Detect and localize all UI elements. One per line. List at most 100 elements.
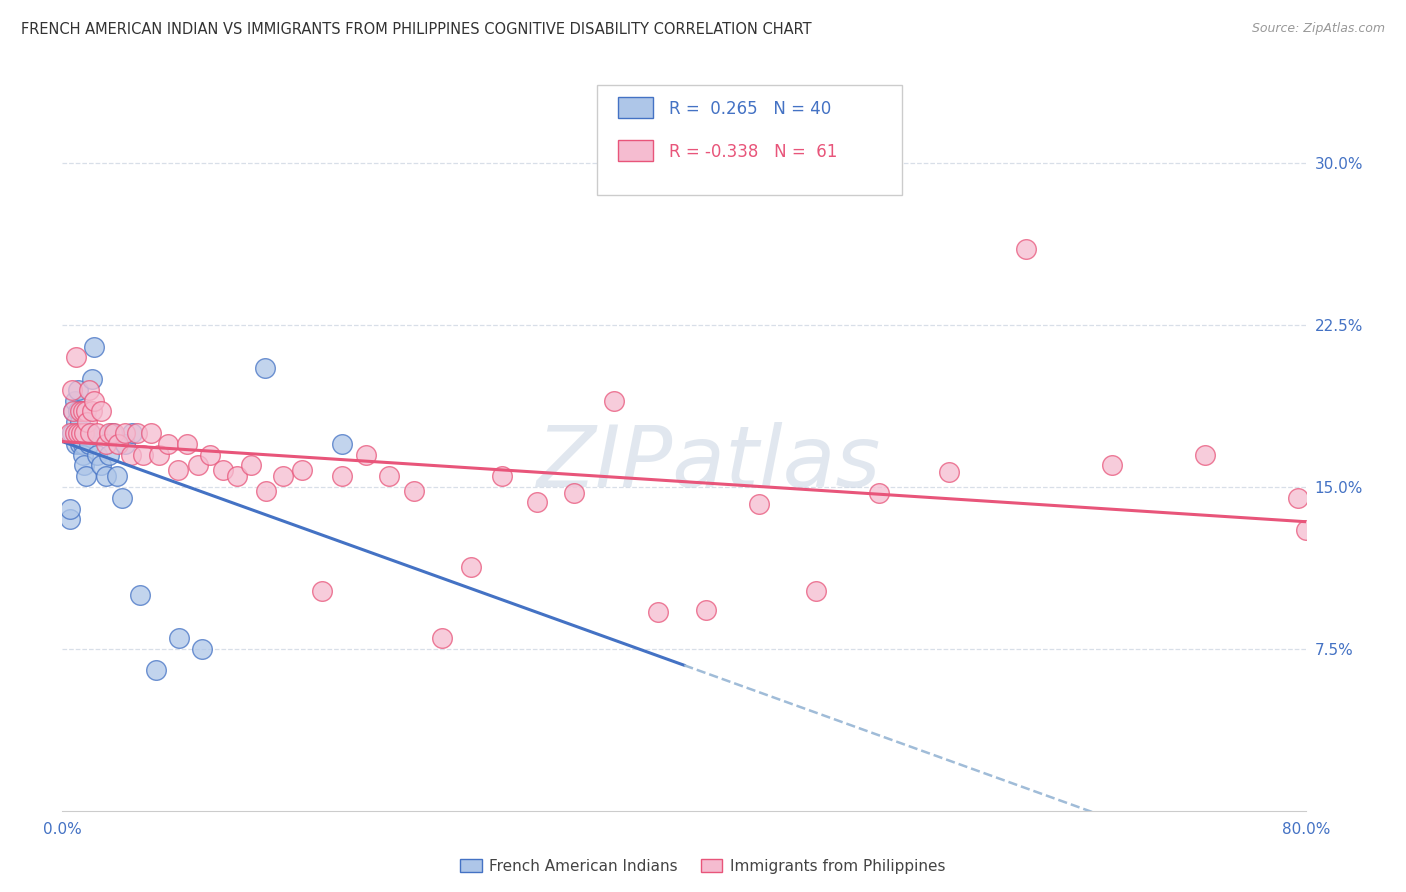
Point [110, 491, 132, 505]
Point [148, 448, 170, 462]
Point [80, 404, 103, 418]
Point [62, 404, 84, 418]
Text: Source: ZipAtlas.com: Source: ZipAtlas.com [1251, 22, 1385, 36]
Point [65, 351, 87, 365]
Point [107, 436, 129, 450]
Point [70, 404, 93, 418]
Bar [619, 140, 654, 161]
Point [59, 425, 82, 440]
Point [806, 583, 828, 598]
Point [460, 559, 482, 574]
Point [69, 436, 91, 450]
Point [253, 361, 276, 376]
Point [254, 484, 277, 499]
Point [562, 486, 585, 500]
Point [67, 425, 90, 440]
Point [1015, 243, 1038, 257]
Point [79, 425, 101, 440]
Point [139, 425, 162, 440]
Point [330, 436, 353, 450]
Point [114, 436, 136, 450]
Point [1101, 458, 1123, 473]
Point [75, 469, 97, 483]
Point [402, 484, 425, 499]
Point [63, 425, 86, 440]
Point [62, 404, 84, 418]
Point [59, 501, 82, 516]
Point [67, 404, 90, 418]
Point [90, 458, 112, 473]
Point [378, 469, 401, 483]
Point [70, 425, 93, 440]
Point [70, 425, 93, 440]
Point [94, 436, 117, 450]
Point [67, 425, 90, 440]
Point [167, 631, 190, 645]
Point [868, 486, 890, 500]
Point [132, 448, 155, 462]
Point [65, 415, 87, 429]
Point [198, 448, 221, 462]
Point [166, 463, 188, 477]
Point [86, 425, 108, 440]
Point [105, 469, 128, 483]
Point [59, 512, 82, 526]
Legend: French American Indians, Immigrants from Philippines: French American Indians, Immigrants from… [454, 853, 952, 880]
Point [65, 436, 87, 450]
Point [225, 469, 247, 483]
Point [291, 463, 314, 477]
Text: FRENCH AMERICAN INDIAN VS IMMIGRANTS FROM PHILIPPINES COGNITIVE DISABILITY CORRE: FRENCH AMERICAN INDIAN VS IMMIGRANTS FRO… [21, 22, 811, 37]
Point [80, 372, 103, 386]
Point [430, 631, 453, 645]
Point [75, 425, 97, 440]
Point [191, 641, 214, 656]
Point [271, 469, 294, 483]
Point [748, 497, 770, 511]
Point [157, 436, 180, 450]
Point [76, 425, 98, 440]
Point [121, 425, 143, 440]
Point [86, 448, 108, 462]
Point [79, 425, 101, 440]
Point [103, 425, 125, 440]
Point [94, 469, 117, 483]
Point [354, 448, 377, 462]
Point [60, 383, 83, 397]
Point [311, 583, 333, 598]
Point [73, 458, 96, 473]
Point [77, 383, 100, 397]
Point [67, 383, 90, 397]
Point [1295, 523, 1317, 537]
Point [69, 404, 91, 418]
Point [63, 425, 86, 440]
Point [73, 425, 96, 440]
Point [76, 415, 98, 429]
Point [120, 448, 142, 462]
Point [101, 425, 124, 440]
Point [63, 393, 86, 408]
Point [211, 463, 233, 477]
Point [647, 605, 669, 619]
Point [77, 436, 100, 450]
Point [938, 465, 960, 479]
Point [83, 393, 105, 408]
Point [526, 495, 548, 509]
Bar [619, 96, 654, 118]
Point [72, 436, 94, 450]
Point [1194, 448, 1216, 462]
Point [69, 415, 91, 429]
Point [60, 425, 83, 440]
Point [127, 425, 149, 440]
Point [98, 448, 121, 462]
Point [72, 404, 94, 418]
Point [491, 469, 513, 483]
Point [129, 588, 152, 602]
Text: R = -0.338   N =  61: R = -0.338 N = 61 [669, 143, 838, 161]
Point [72, 448, 94, 462]
Point [145, 664, 167, 678]
Point [114, 425, 136, 440]
Point [176, 436, 198, 450]
Point [695, 603, 717, 617]
Point [75, 404, 97, 418]
Text: R =  0.265   N = 40: R = 0.265 N = 40 [669, 100, 831, 118]
